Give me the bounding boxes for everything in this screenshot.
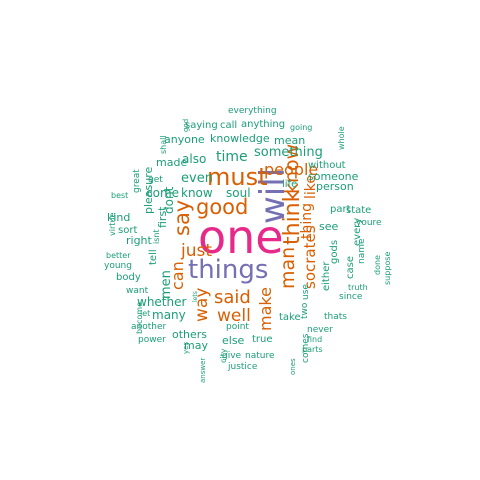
word-cloud-word: going (290, 123, 313, 132)
word-cloud-word: nature (245, 351, 275, 361)
word-cloud-word: also (182, 152, 207, 166)
word-cloud-word: must (207, 163, 268, 191)
word-cloud-word: come (146, 186, 180, 200)
word-cloud-word: someone (308, 170, 359, 183)
word-cloud-word: want (126, 286, 149, 296)
word-cloud-word: take (279, 312, 301, 323)
word-cloud-word: dont (162, 186, 176, 214)
word-cloud-word: person (316, 180, 354, 193)
word-cloud-word: saying (185, 120, 218, 131)
word-cloud-word: suppose (383, 251, 392, 285)
word-cloud-word: pleasure (142, 166, 155, 214)
word-cloud-word: even (181, 171, 213, 186)
word-cloud-word: young (104, 261, 132, 271)
word-cloud-word: become (135, 301, 144, 334)
word-cloud-word: everything (228, 106, 277, 116)
word-cloud-word: point (226, 322, 249, 332)
word-cloud-word: good (196, 195, 249, 219)
word-cloud-word: thats (324, 312, 347, 322)
word-cloud-word: see (319, 220, 339, 233)
word-cloud-word: time (216, 149, 248, 165)
word-cloud-word: state (346, 205, 372, 216)
word-cloud-word: case (345, 256, 356, 279)
word-cloud-word: others (172, 328, 208, 341)
word-cloud-word: true (252, 334, 273, 345)
word-cloud-word: may (184, 339, 208, 352)
word-cloud-word: sort (118, 225, 138, 236)
word-cloud-word: since (339, 292, 363, 302)
word-cloud-word: man (277, 246, 299, 289)
word-cloud-word: many (152, 308, 186, 322)
word-cloud-word: people (264, 160, 319, 179)
word-cloud-word: city (219, 348, 228, 364)
word-cloud-word: whole (337, 126, 346, 150)
word-cloud-word: better (106, 251, 131, 260)
word-cloud-word: made (156, 156, 188, 169)
word-cloud-word: yes (182, 341, 190, 354)
word-cloud-word: know (181, 186, 213, 200)
word-cloud-word: two (300, 302, 310, 319)
word-cloud-word: something (254, 145, 323, 160)
word-cloud-word: tell (148, 249, 159, 265)
word-cloud-word: great (132, 169, 142, 193)
word-cloud-word: let (140, 309, 151, 318)
word-cloud-word: truth (348, 283, 368, 292)
word-cloud-word: one (198, 210, 284, 264)
word-cloud-word: call (220, 120, 238, 131)
word-cloud-word: right (126, 234, 152, 247)
word-cloud-word: part (330, 204, 351, 215)
word-cloud-word: never (307, 325, 333, 335)
word-cloud-word: mean (274, 134, 306, 147)
word-cloud-word: find (307, 335, 323, 344)
word-cloud-word: lets (192, 291, 199, 302)
word-cloud-word: justice (228, 362, 258, 372)
word-cloud-word: either (321, 261, 332, 291)
word-cloud-word: isnt (152, 229, 161, 244)
word-cloud-word: ones (289, 358, 297, 375)
word-cloud-word: gods (329, 239, 340, 264)
word-cloud-word: thing (299, 202, 315, 239)
word-cloud-word: answer (199, 357, 207, 383)
word-cloud-word: said (214, 287, 251, 308)
word-cloud-word: knowledge (210, 132, 270, 145)
word-cloud-word: comes (301, 333, 311, 363)
word-cloud-word: best (111, 191, 129, 200)
word-cloud-word: name (357, 238, 367, 264)
word-cloud-word: men (159, 270, 174, 299)
word-cloud-word: make (256, 287, 275, 331)
word-cloud-word: another (131, 322, 167, 332)
word-cloud-word: power (138, 335, 166, 345)
word-cloud-word: life (282, 179, 298, 190)
word-cloud-word: youre (356, 218, 382, 228)
word-cloud-word: just (181, 241, 213, 261)
word-cloud-word: anything (241, 119, 286, 130)
word-cloud-word: else (222, 334, 245, 347)
word-cloud-word: kind (107, 211, 131, 224)
word-cloud-word: well (217, 306, 251, 326)
word-cloud-word: get (148, 175, 163, 185)
word-cloud-word: anyone (164, 133, 205, 146)
word-cloud-word: done (373, 255, 382, 275)
word-cloud-word: things (188, 255, 269, 285)
word-cloud-word: body (116, 272, 141, 283)
word-cloud-word: use (301, 284, 311, 300)
word-cloud-word: without (308, 160, 346, 171)
word-cloud-word: whether (137, 295, 187, 309)
word-cloud-word: give (222, 351, 242, 361)
word-cloud-word: parts (302, 345, 323, 354)
word-cloud-word: soul (226, 186, 251, 200)
